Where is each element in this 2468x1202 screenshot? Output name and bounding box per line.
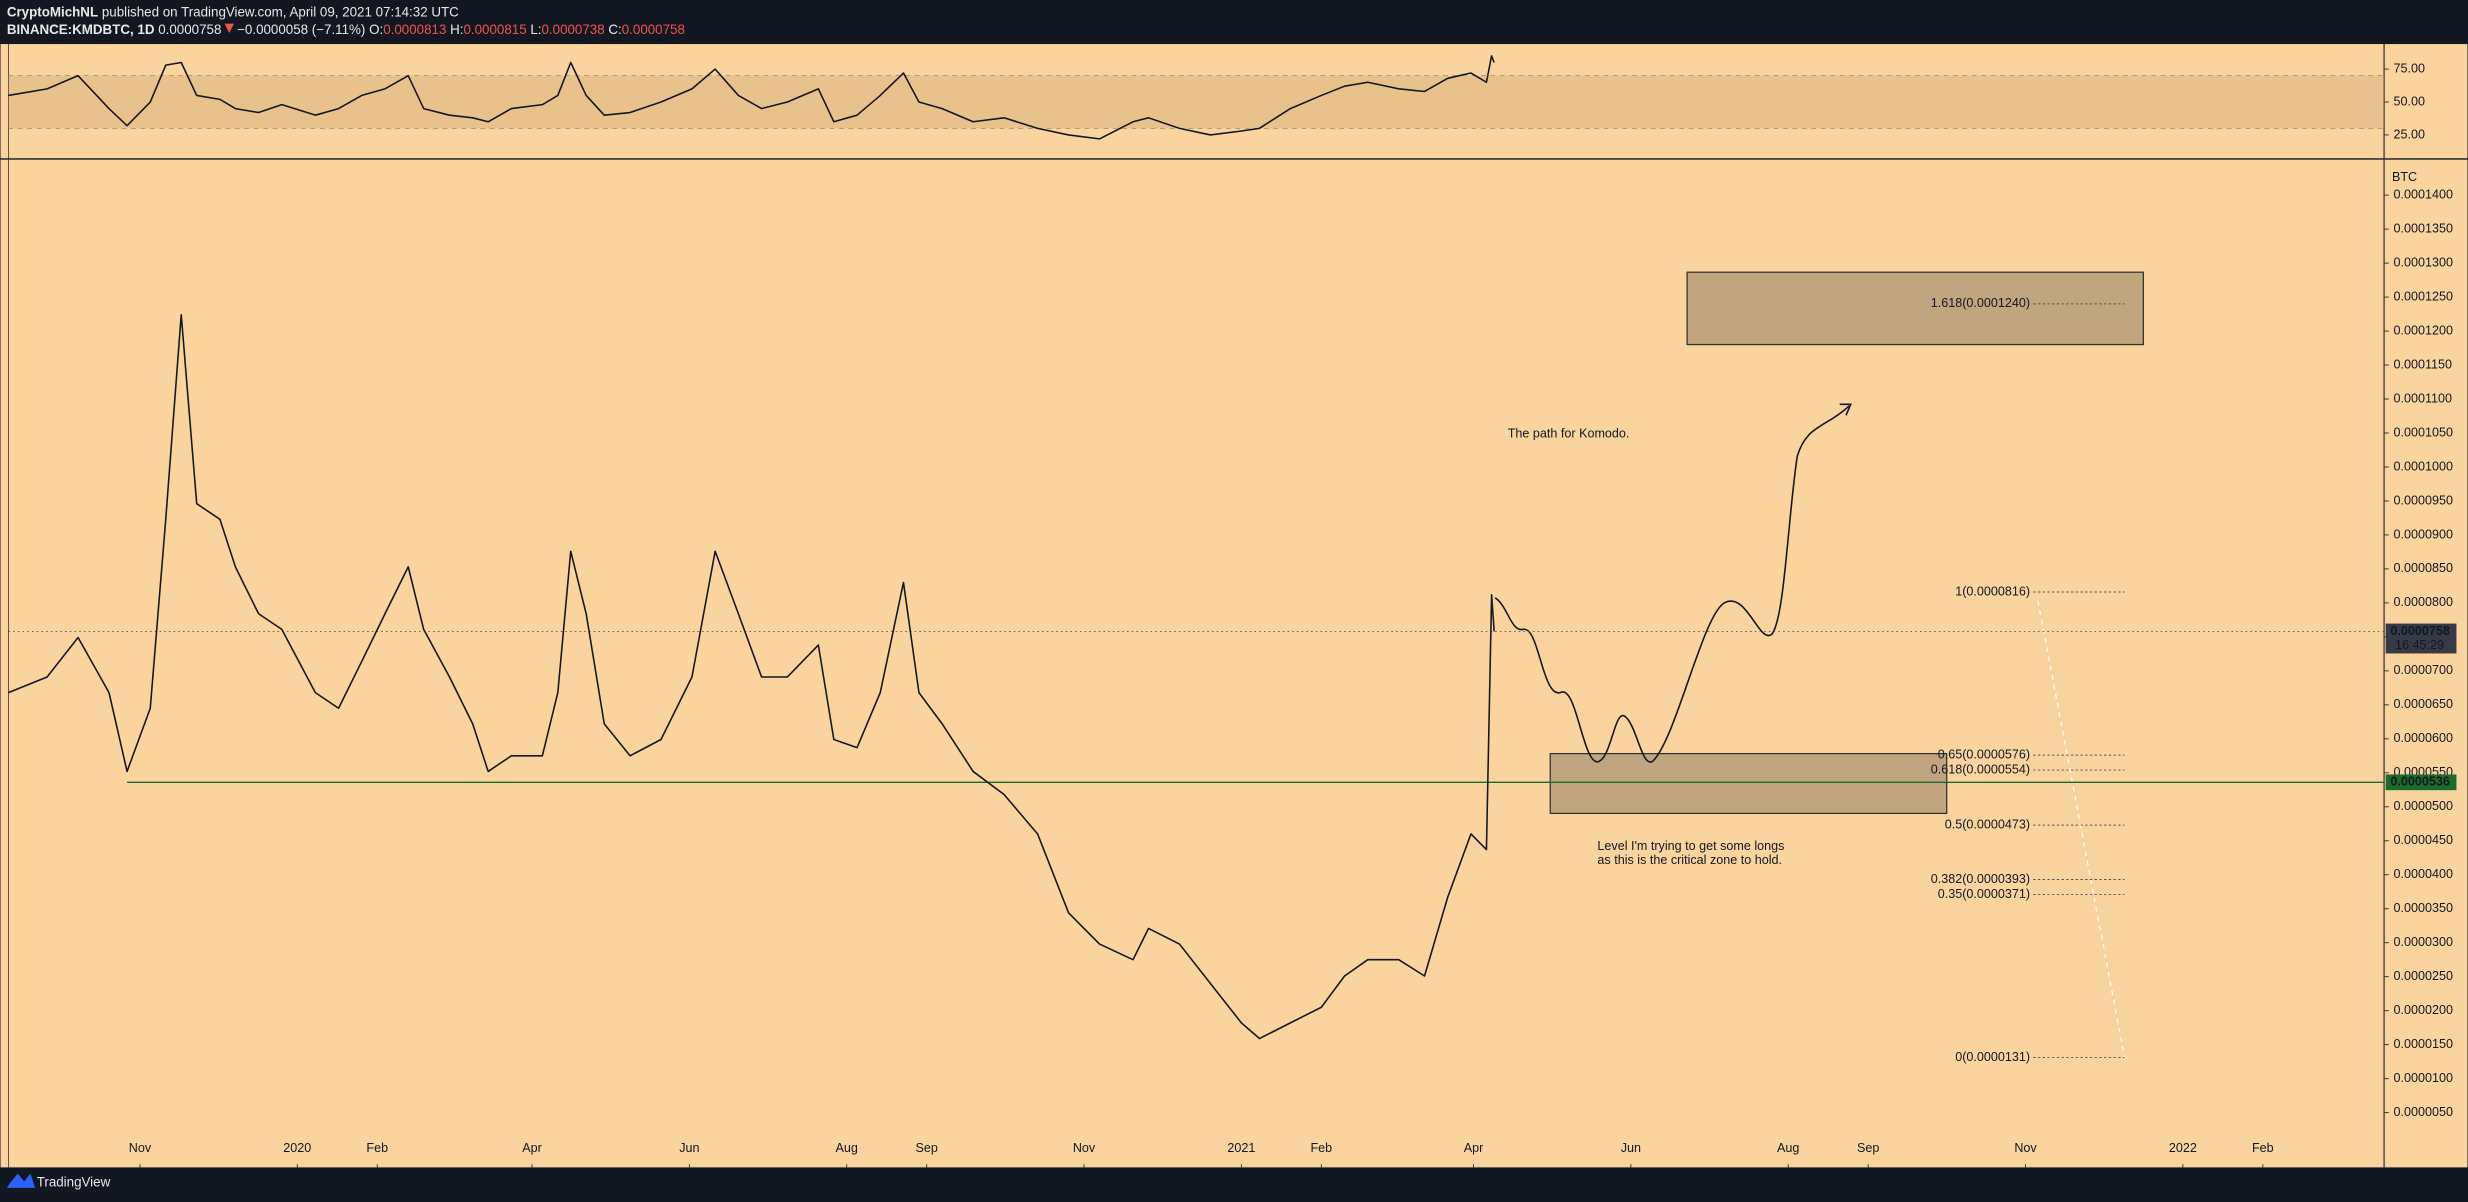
y-tick-label: 0.0000400 [2394,867,2453,881]
l-value: 0.0000738 [542,21,605,36]
header-line: CryptoMichNL published on TradingView.co… [7,4,459,19]
target-box [1686,271,2144,346]
change-line: −0.0000058 (−7.11%) O:0.0000813 H:0.0000… [237,21,685,36]
x-tick-label: Apr [522,1141,542,1155]
fib-label: 0.618(0.0000554) [1931,762,2030,776]
y-tick-label: 0.0000850 [2394,561,2453,575]
fib-label: 1.618(0.0001240) [1931,296,2030,310]
c-value: 0.0000758 [622,21,685,36]
y-tick-label: 0.0001300 [2394,255,2453,269]
y-tick-label: 0.0000650 [2394,697,2453,711]
published: published on TradingView.com, April 09, … [102,4,459,19]
symbol: BINANCE:KMDBTC, 1D [7,21,155,36]
y-tick-label: 0.0000900 [2394,527,2453,541]
brand: TradingView [37,1175,111,1190]
x-tick-label: Feb [2252,1141,2274,1155]
y-tick-label: 0.0001400 [2394,187,2453,201]
down-arrow [224,23,234,34]
series-line [8,313,1495,1040]
x-tick-label: 2022 [2169,1141,2197,1155]
symbol-line: BINANCE:KMDBTC, 1D 0.0000758 [7,21,222,36]
x-tick-label: Feb [1311,1141,1333,1155]
x-tick-label: Nov [2014,1141,2037,1155]
logo [6,1173,36,1188]
last-price-label: 0.0000758 [2390,624,2449,638]
series-line [8,55,1495,140]
y-tick-label: 0.0000300 [2394,935,2453,949]
c-key: C: [608,21,621,36]
o-value: 0.0000813 [383,21,446,36]
countdown: 16:45:29 [2395,638,2444,652]
y-tick-label: 0.0000250 [2394,969,2453,983]
y-tick-label: 0.0001150 [2394,357,2453,371]
support-box [1549,752,1948,815]
fib-label: 1(0.0000816) [1955,584,2030,598]
fib-label: 0.382(0.0000393) [1931,872,2030,886]
y-tick-label: 25.00 [2394,127,2425,141]
y-tick-label: 0.0000950 [2394,493,2453,507]
fib-label: 0.35(0.0000371) [1938,887,2030,901]
y-tick-label: 0.0001200 [2394,323,2453,337]
x-tick-label: Nov [1073,1141,1096,1155]
y-tick-label: 0.0000350 [2394,901,2453,915]
y-tick-label: 0.0001250 [2394,289,2453,303]
projected-path [1494,405,1850,763]
note: as this is the critical zone to hold. [1597,853,1782,867]
o-key: O: [369,21,383,36]
y-tick-label: 0.0001100 [2394,391,2453,405]
y-tick-label: 0.0000500 [2394,799,2453,813]
x-tick-label: Jun [679,1141,699,1155]
last-price-tag [2385,623,2457,654]
l-key: L: [530,21,541,36]
y-tick-label: 0.0000600 [2394,731,2453,745]
path-arrowhead [1839,403,1852,416]
fib-label: 0.65(0.0000576) [1938,747,2030,761]
change: −0.0000058 (−7.11%) [237,21,365,36]
note: The path for Komodo. [1508,427,1630,441]
axis-unit: BTC [2392,170,2417,184]
fib-trend-line [2037,600,2126,1058]
x-tick-label: Sep [915,1141,937,1155]
x-tick-label: Feb [366,1141,388,1155]
chart-background [0,44,2468,1168]
x-tick-label: Apr [1464,1141,1484,1155]
y-tick-label: 0.0000200 [2394,1003,2453,1017]
rsi-band [8,75,2385,129]
x-tick-label: Jun [1621,1141,1641,1155]
y-tick-label: 0.0001050 [2394,425,2453,439]
x-tick-label: Aug [1777,1141,1799,1155]
y-tick-label: 0.0000800 [2394,595,2453,609]
support-label: 0.0000536 [2390,775,2449,789]
h-key: H: [450,21,463,36]
y-tick-label: 0.0001350 [2394,221,2453,235]
fib-label: 0.5(0.0000473) [1945,817,2030,831]
y-tick-label: 50.00 [2394,94,2425,108]
y-tick-label: 0.0000050 [2394,1105,2453,1119]
y-tick-label: 75.00 [2394,61,2425,75]
y-tick-label: 0.0000100 [2394,1071,2453,1085]
author: CryptoMichNL [7,4,98,19]
h-value: 0.0000815 [463,21,526,36]
x-tick-label: Aug [836,1141,858,1155]
y-tick-label: 0.0000700 [2394,663,2453,677]
x-tick-label: Nov [129,1141,152,1155]
x-tick-label: Sep [1857,1141,1879,1155]
x-tick-label: 2021 [1227,1141,1255,1155]
support-tag [2385,774,2457,791]
note: Level I'm trying to get some longs [1597,839,1784,853]
y-tick-label: 0.0000450 [2394,833,2453,847]
y-tick-label: 0.0001000 [2394,459,2453,473]
fib-label: 0(0.0000131) [1955,1050,2030,1064]
x-tick-label: 2020 [283,1141,311,1155]
last: 0.0000758 [158,21,221,36]
y-tick-label: 0.0000150 [2394,1037,2453,1051]
